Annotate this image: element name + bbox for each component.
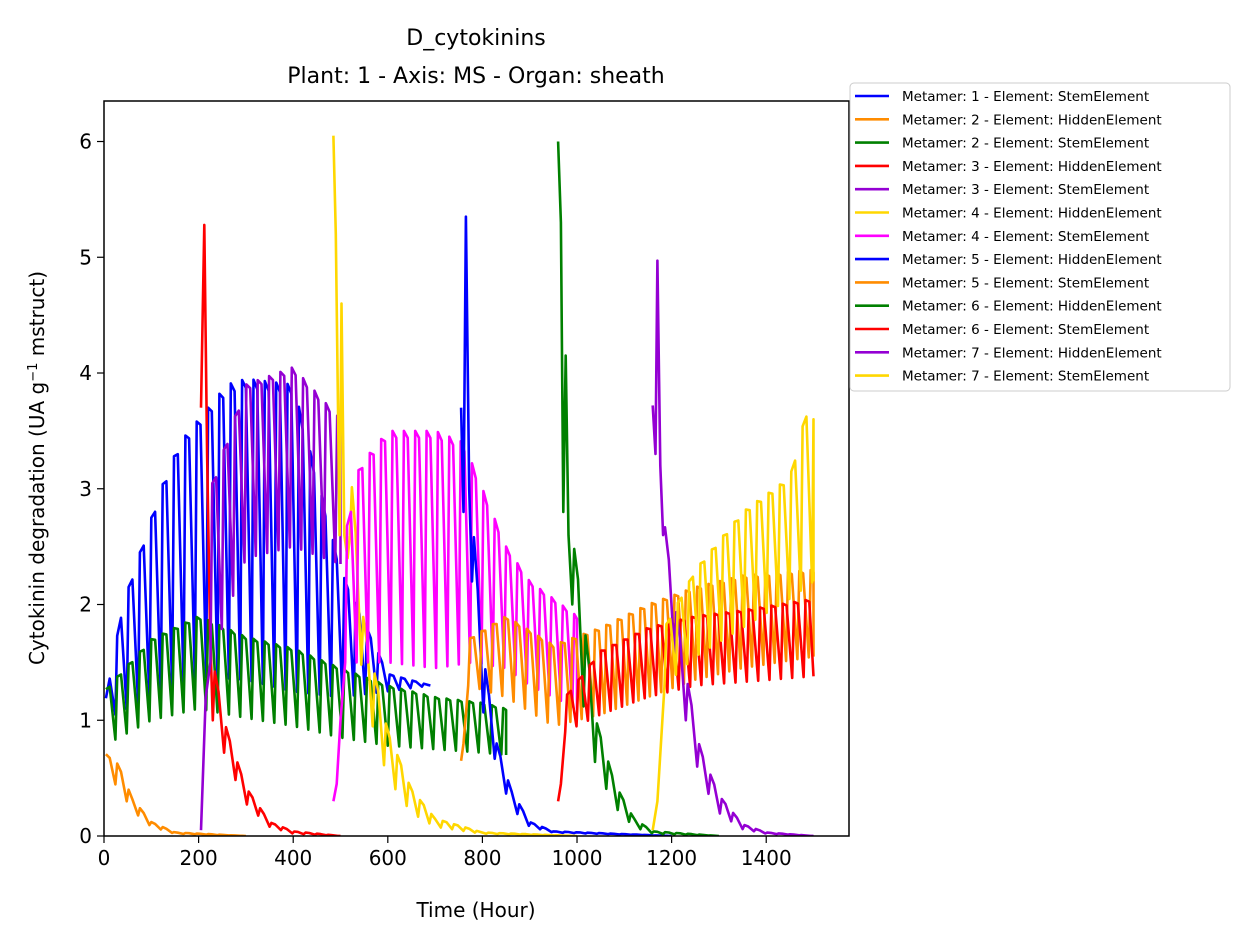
x-tick-label: 400 bbox=[274, 846, 312, 870]
legend-frame bbox=[849, 82, 1231, 392]
series-line-8 bbox=[459, 215, 672, 836]
legend-label: Metamer: 5 - Element: StemElement bbox=[902, 275, 1149, 291]
series-line-3 bbox=[105, 615, 508, 756]
y-axis-label: Cytokinin degradation (UA g−1 mstruct) bbox=[25, 271, 49, 665]
x-tick-label: 1000 bbox=[552, 846, 603, 870]
legend-label: Metamer: 4 - Element: StemElement bbox=[902, 229, 1149, 245]
x-tick-label: 200 bbox=[180, 846, 218, 870]
y-axis-label-sup: −1 bbox=[26, 363, 41, 382]
series-line-13 bbox=[651, 415, 815, 831]
y-tick-label: 1 bbox=[79, 708, 92, 732]
y-axis-label-prefix: Cytokinin degradation (UA g bbox=[25, 382, 49, 665]
y-tick-label: 2 bbox=[79, 593, 92, 617]
series-line-12 bbox=[651, 259, 814, 836]
x-tick-label: 800 bbox=[463, 846, 501, 870]
x-axis-label: Time (Hour) bbox=[415, 898, 535, 922]
series-line-7 bbox=[332, 429, 579, 802]
plot-lines bbox=[104, 135, 815, 836]
legend-label: Metamer: 3 - Element: HiddenElement bbox=[902, 159, 1162, 175]
series-line-4 bbox=[199, 223, 341, 836]
series-line-5 bbox=[199, 366, 342, 831]
legend-label: Metamer: 7 - Element: HiddenElement bbox=[902, 345, 1162, 361]
series-line-10 bbox=[556, 141, 719, 836]
legend-label: Metamer: 6 - Element: StemElement bbox=[902, 322, 1149, 338]
chart-subtitle: Plant: 1 - Axis: MS - Organ: sheath bbox=[287, 64, 664, 89]
y-tick-label: 5 bbox=[79, 245, 92, 269]
legend-label: Metamer: 3 - Element: StemElement bbox=[902, 182, 1149, 198]
legend-label: Metamer: 4 - Element: HiddenElement bbox=[902, 206, 1162, 222]
y-tick-label: 4 bbox=[79, 361, 92, 385]
series-line-9 bbox=[459, 568, 815, 761]
legend-label: Metamer: 1 - Element: StemElement bbox=[902, 89, 1149, 105]
legend-label: Metamer: 5 - Element: HiddenElement bbox=[902, 252, 1162, 268]
y-tick-label: 6 bbox=[79, 130, 92, 154]
x-tick-label: 1400 bbox=[741, 846, 792, 870]
legend-label: Metamer: 2 - Element: HiddenElement bbox=[902, 112, 1162, 128]
y-tick-label: 3 bbox=[79, 477, 92, 501]
y-axis: 0 1 2 3 4 5 6 bbox=[79, 130, 104, 848]
legend: Metamer: 1 - Element: StemElement Metamer… bbox=[849, 82, 1231, 392]
y-tick-label: 0 bbox=[79, 824, 92, 848]
x-tick-label: 0 bbox=[98, 846, 111, 870]
legend-label: Metamer: 2 - Element: StemElement bbox=[902, 136, 1149, 152]
series-line-2 bbox=[104, 753, 246, 836]
x-axis: 0 200 400 600 800 1000 1200 1400 bbox=[98, 836, 792, 870]
x-tick-label: 1200 bbox=[646, 846, 697, 870]
chart-title: D_cytokinins bbox=[406, 26, 545, 51]
x-tick-label: 600 bbox=[369, 846, 407, 870]
legend-label: Metamer: 6 - Element: HiddenElement bbox=[902, 299, 1162, 315]
plot-frame bbox=[103, 100, 850, 837]
legend-label: Metamer: 7 - Element: StemElement bbox=[902, 369, 1149, 385]
y-axis-label-suffix: mstruct) bbox=[25, 271, 49, 363]
